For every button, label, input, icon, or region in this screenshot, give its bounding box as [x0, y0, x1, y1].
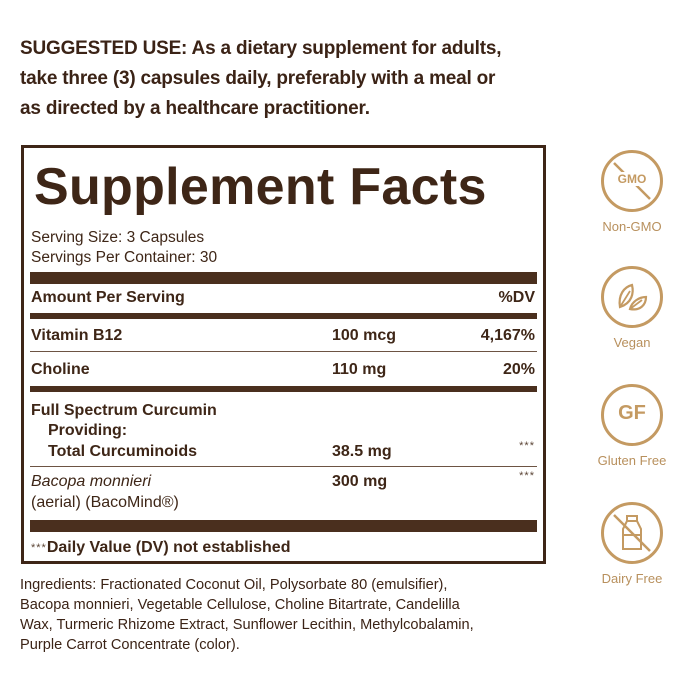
suggested-use-line: as directed by a healthcare practitioner… [20, 98, 370, 119]
curcumin-name: Full Spectrum Curcumin [31, 402, 217, 419]
ingredients: Ingredients: Fractionated Coconut Oil, P… [20, 575, 560, 655]
nutrient-amount: 100 mcg [332, 327, 397, 344]
gmo-crossed-icon: GMO [601, 150, 663, 212]
nutrient-dv: 4,167% [480, 327, 535, 344]
amount-per-serving-header: Amount Per Serving [31, 289, 185, 306]
supplement-facts-title: Supplement Facts [34, 158, 487, 216]
gmo-icon-text: GMO [615, 172, 649, 186]
badge-label: Gluten Free [597, 453, 667, 468]
gf-icon: GF [601, 384, 663, 446]
footnote-text: Daily Value (DV) not established [46, 539, 291, 556]
badge-label: Vegan [613, 335, 651, 350]
suggested-use: SUGGESTED USE: As a dietary supplement f… [20, 34, 580, 124]
curcuminoids-amount: 38.5 mg [332, 443, 392, 460]
bacopa-dv: *** [519, 470, 535, 482]
suggested-use-line: take three (3) capsules daily, preferabl… [20, 68, 496, 89]
gf-icon-text: GF [618, 402, 646, 424]
supplement-facts-panel: Supplement Facts Serving Size: 3 Capsule… [21, 145, 546, 564]
suggested-use-line: SUGGESTED USE: As a dietary supplement f… [20, 38, 502, 59]
nutrient-name: Choline [31, 361, 90, 378]
medium-divider [30, 386, 537, 392]
serving-size: Serving Size: 3 Capsules [31, 229, 205, 246]
servings-per-container: Servings Per Container: 30 [31, 249, 218, 266]
badge-label: Dairy Free [601, 571, 663, 586]
vegan-badge: Vegan [590, 266, 674, 352]
medium-divider [30, 313, 537, 319]
dairy-free-badge: Dairy Free [590, 502, 674, 588]
curcumin-providing: Providing: [48, 422, 128, 439]
dv-header: %DV [498, 289, 535, 306]
thick-divider [30, 272, 537, 284]
ingredients-line: Ingredients: Fractionated Coconut Oil, P… [20, 577, 448, 593]
badge-label: Non-GMO [602, 219, 662, 234]
bacopa-part: (aerial) (BacoMind®) [31, 494, 179, 511]
thick-divider [30, 520, 537, 532]
nutrient-amount: 110 mg [332, 361, 387, 378]
bacopa-amount: 300 mg [332, 473, 388, 490]
nutrient-name: Vitamin B12 [31, 327, 123, 344]
footnote-stars: *** [31, 542, 47, 554]
dv-footnote: ***Daily Value (DV) not established [31, 538, 290, 558]
ingredients-line: Wax, Turmeric Rhizome Extract, Sunflower… [20, 617, 474, 633]
leaf-icon [601, 266, 663, 328]
non-gmo-badge: GMO Non-GMO [590, 150, 674, 236]
gluten-free-badge: GF Gluten Free [590, 384, 674, 470]
ingredients-line: Purple Carrot Concentrate (color). [20, 637, 240, 653]
curcuminoids-name: Total Curcuminoids [48, 443, 198, 460]
bacopa-name: Bacopa monnieri [31, 473, 152, 490]
ingredients-line: Bacopa monnieri, Vegetable Cellulose, Ch… [20, 597, 460, 613]
curcuminoids-dv: *** [519, 440, 535, 452]
milk-bottle-crossed-icon [601, 502, 663, 564]
nutrient-dv: 20% [502, 361, 535, 378]
row-divider [30, 351, 537, 352]
row-divider [30, 466, 537, 467]
